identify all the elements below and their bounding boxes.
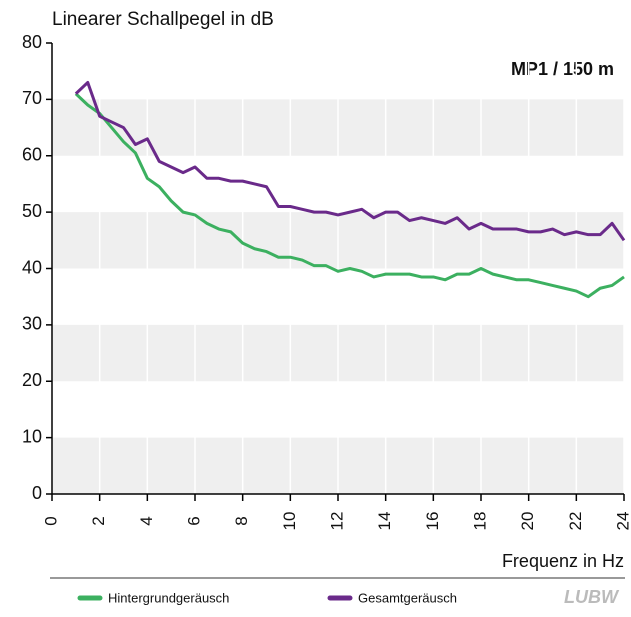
x-tick-label: 8: [232, 516, 251, 525]
series-line: [74, 92, 625, 299]
y-tick-label: 0: [32, 483, 42, 503]
x-tick-label: 12: [327, 512, 346, 531]
series-line: [74, 80, 626, 242]
y-tick-label: 20: [22, 370, 42, 390]
x-tick-label: 4: [137, 516, 156, 525]
legend-label: Hintergrundgeräusch: [108, 590, 229, 605]
x-tick-label: 16: [423, 512, 442, 531]
y-tick-label: 30: [22, 314, 42, 334]
y-tick-label: 60: [22, 145, 42, 165]
x-tick-label: 20: [518, 512, 537, 531]
legend-label: Gesamtgeräusch: [358, 590, 457, 605]
y-tick-label: 80: [22, 32, 42, 52]
x-tick-label: 2: [89, 516, 108, 525]
x-tick-label: 18: [470, 512, 489, 531]
y-tick-label: 10: [22, 426, 42, 446]
x-tick-label: 24: [613, 512, 631, 531]
y-tick-label: 40: [22, 257, 42, 277]
logo: LUBW: [564, 587, 620, 607]
x-tick-label: 14: [375, 512, 394, 531]
y-tick-label: 70: [22, 88, 42, 108]
y-tick-label: 50: [22, 201, 42, 221]
x-tick-label: 10: [280, 512, 299, 531]
x-tick-label: 0: [41, 516, 60, 525]
chart-title: Linearer Schallpegel in dB: [52, 9, 274, 30]
annotation: MP1 / 150 m: [511, 59, 614, 79]
x-axis-label: Frequenz in Hz: [502, 551, 624, 571]
x-tick-label: 6: [184, 516, 203, 525]
x-tick-label: 22: [566, 512, 585, 531]
